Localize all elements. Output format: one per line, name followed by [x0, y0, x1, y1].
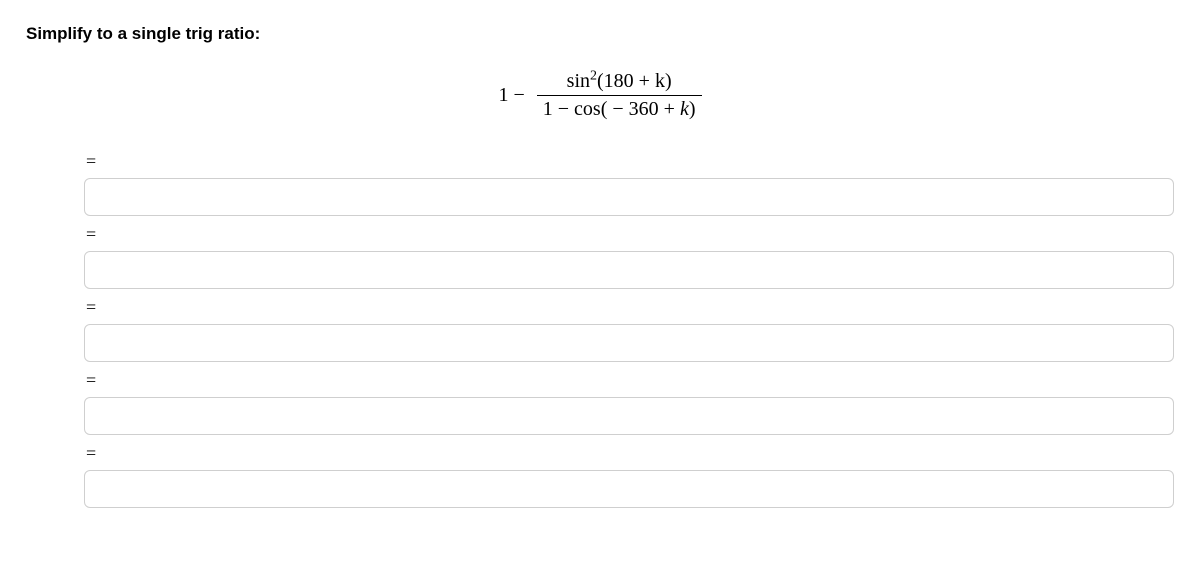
answer-input-5[interactable]: [84, 470, 1174, 508]
step-row: =: [84, 297, 1174, 362]
equals-label: =: [86, 370, 1174, 391]
equals-label: =: [86, 297, 1174, 318]
step-row: =: [84, 370, 1174, 435]
equals-label: =: [86, 224, 1174, 245]
num-fn: sin: [567, 70, 590, 92]
answer-input-4[interactable]: [84, 397, 1174, 435]
steps-container: = = = = =: [84, 151, 1174, 508]
answer-input-2[interactable]: [84, 251, 1174, 289]
expression-row: 1 − sin2(180 + k) 1 − cos( − 360 + k): [26, 68, 1174, 123]
answer-input-3[interactable]: [84, 324, 1174, 362]
num-arg: (180 + k): [597, 70, 672, 92]
leading-term: 1 −: [498, 84, 524, 107]
step-row: =: [84, 151, 1174, 216]
step-row: =: [84, 443, 1174, 508]
den-var: k: [680, 98, 689, 120]
denominator: 1 − cos( − 360 + k): [537, 96, 702, 123]
fraction: sin2(180 + k) 1 − cos( − 360 + k): [537, 68, 702, 123]
den-post: ): [689, 98, 696, 120]
num-sup: 2: [590, 68, 597, 83]
step-row: =: [84, 224, 1174, 289]
numerator: sin2(180 + k): [561, 68, 678, 95]
math-expression: 1 − sin2(180 + k) 1 − cos( − 360 + k): [498, 68, 701, 123]
den-pre: 1 − cos( − 360 +: [543, 98, 680, 120]
question-prompt: Simplify to a single trig ratio:: [26, 24, 1174, 44]
answer-input-1[interactable]: [84, 178, 1174, 216]
equals-label: =: [86, 443, 1174, 464]
equals-label: =: [86, 151, 1174, 172]
